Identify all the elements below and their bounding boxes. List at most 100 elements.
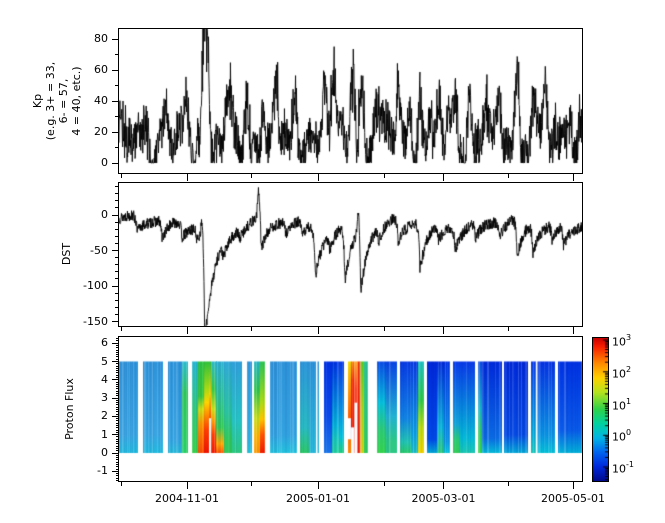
flux-ytick-minor — [115, 383, 119, 385]
dst-ytick-minor — [115, 278, 119, 280]
xtick-label-nov: 2004-11-01 — [155, 492, 219, 505]
xtick-label-jan: 2005-01-01 — [286, 492, 350, 505]
flux-ytick-minor — [115, 388, 119, 390]
kp-ytick — [112, 69, 119, 71]
xtick-major — [317, 327, 319, 334]
flux-ytick — [112, 434, 119, 436]
flux-ytick-minor — [115, 422, 119, 424]
flux-ytick-minor — [115, 404, 119, 406]
flux-ytick-minor — [115, 377, 119, 378]
xtick-major — [443, 327, 444, 334]
flux-ytick-minor — [115, 351, 119, 353]
kp-axis-label-line1: Kp — [31, 93, 44, 109]
flux-ytick-minor — [115, 473, 119, 475]
proton-flux-heatmap — [119, 337, 582, 481]
flux-ytick — [112, 397, 119, 399]
proton-flux-plot-panel — [118, 336, 583, 482]
flux-ytick-minor — [115, 349, 119, 351]
flux-ytick-minor — [115, 477, 119, 479]
flux-ytick-minor — [115, 418, 119, 420]
xtick-minor — [120, 327, 122, 331]
flux-ytick-minor — [115, 340, 119, 342]
flux-ytick-minor — [115, 436, 119, 438]
flux-ytick-label: 4 — [101, 372, 108, 386]
flux-ytick-minor — [115, 468, 119, 470]
colorbar-exponent: 1 — [626, 396, 632, 406]
kp-ytick — [112, 38, 119, 40]
kp-ytick — [112, 162, 119, 164]
flux-ytick — [112, 415, 119, 417]
xtick-minor — [250, 174, 252, 178]
flux-ytick-minor — [115, 479, 119, 481]
kp-ytick — [112, 100, 119, 102]
colorbar-tick-label: 100 — [612, 428, 632, 444]
flux-ytick-minor — [115, 365, 119, 367]
dst-ytick-minor — [115, 186, 119, 188]
colorbar-exponent: -1 — [626, 460, 634, 469]
flux-ytick-minor — [115, 372, 119, 374]
flux-ytick-minor — [115, 406, 119, 408]
flux-ytick-minor — [115, 411, 119, 413]
colorbar-exponent: 0 — [626, 428, 632, 438]
flux-ytick-minor — [115, 454, 119, 456]
xtick-major — [317, 174, 319, 181]
xtick-minor — [383, 327, 385, 331]
dst-ytick — [112, 321, 119, 322]
flux-ytick — [112, 452, 119, 454]
colorbar-tick-label: 103 — [612, 333, 632, 349]
dst-ytick-minor — [115, 313, 119, 315]
flux-ytick-minor — [115, 399, 119, 401]
flux-ytick-label: 2 — [101, 409, 108, 423]
flux-ytick-minor — [115, 370, 119, 372]
dst-ytick-minor — [115, 299, 119, 301]
xtick-major — [572, 327, 574, 334]
flux-ytick — [112, 379, 119, 381]
flux-ytick-label: 6 — [101, 336, 108, 350]
flux-ytick-minor — [115, 447, 119, 449]
dst-ytick-minor — [115, 292, 119, 294]
xtick-minor — [120, 174, 122, 178]
xtick-minor — [507, 327, 509, 331]
flux-ytick-minor — [115, 438, 119, 440]
flux-ytick-label: 5 — [101, 354, 108, 368]
xtick-major — [186, 327, 188, 334]
flux-ytick-minor — [115, 457, 119, 459]
flux-ytick-minor — [115, 431, 119, 433]
flux-ytick-minor — [115, 409, 119, 411]
flux-ytick-minor — [115, 363, 119, 365]
flux-ytick-minor — [115, 354, 119, 356]
dst-ytick-minor — [115, 228, 119, 230]
colorbar-tick-label: 101 — [612, 396, 632, 413]
flux-ytick-label: 0 — [101, 446, 108, 459]
flux-ytick-minor — [115, 475, 119, 477]
flux-ytick-minor — [115, 344, 119, 346]
flux-ytick-minor — [115, 347, 119, 349]
kp-ytick-label: 40 — [94, 94, 108, 107]
dst-ytick-minor — [115, 242, 119, 244]
flux-ytick-minor — [115, 425, 119, 427]
dst-ytick-label: 0 — [101, 208, 108, 221]
xtick-major — [443, 482, 444, 489]
kp-ytick — [112, 131, 119, 133]
kp-ytick-label: 80 — [94, 32, 108, 45]
kp-ytick-minor — [115, 116, 119, 117]
xtick-major — [572, 174, 574, 181]
flux-ytick-minor — [115, 459, 119, 461]
flux-ytick-minor — [115, 461, 119, 463]
colorbar-gradient — [593, 338, 608, 481]
dst-ytick-minor — [115, 193, 119, 195]
dst-ytick-label: -150 — [83, 314, 108, 328]
xtick-major — [572, 482, 574, 489]
xtick-minor — [383, 174, 385, 178]
dst-ytick-minor — [115, 306, 119, 308]
flux-ytick-minor — [115, 338, 119, 340]
kp-line-chart — [119, 29, 582, 173]
flux-ytick-minor — [115, 358, 119, 360]
xtick-minor — [507, 482, 509, 486]
colorbar-tick-label: 102 — [612, 364, 632, 381]
flux-ytick-label: 1 — [101, 427, 108, 441]
flux-ytick-minor — [115, 374, 119, 376]
xtick-minor — [250, 482, 252, 486]
flux-ytick — [112, 342, 119, 344]
flux-ytick — [112, 361, 119, 362]
